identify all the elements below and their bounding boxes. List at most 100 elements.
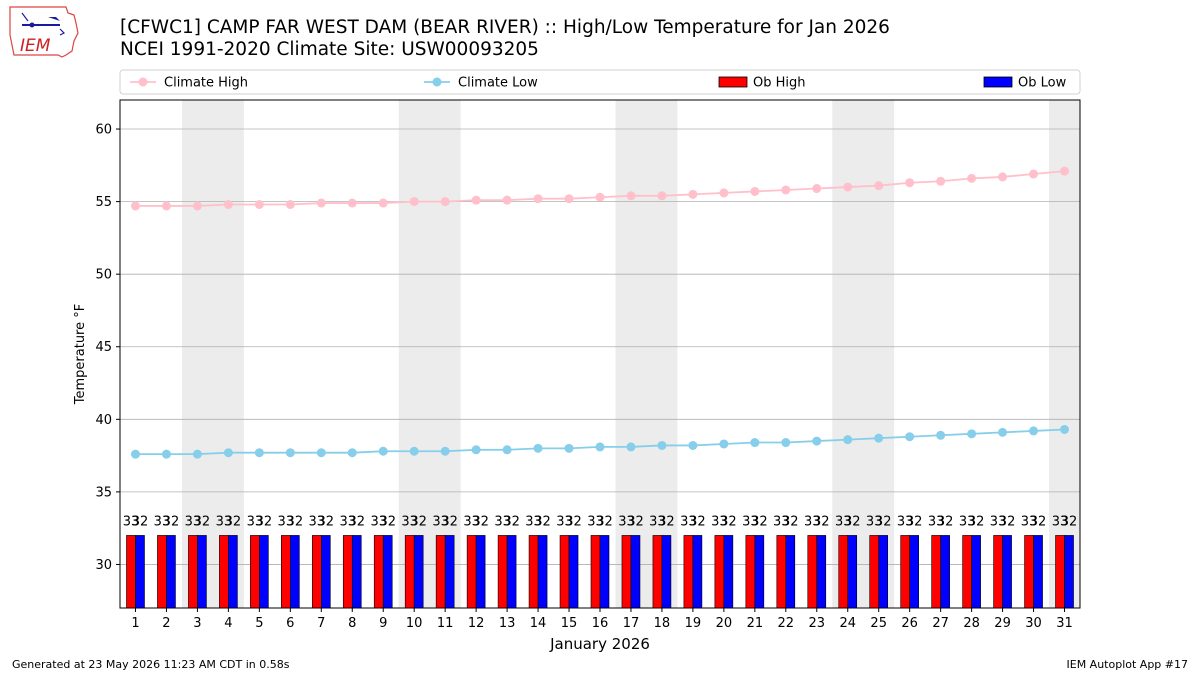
weekend-shading	[181, 100, 1080, 608]
climate-low-point	[595, 442, 605, 452]
chart-title-block: [CFWC1] CAMP FAR WEST DAM (BEAR RIVER) :…	[120, 17, 890, 61]
x-tick-label: 15	[561, 616, 578, 631]
ob-low-bar	[568, 535, 579, 609]
ob-low-label: 32	[937, 514, 954, 529]
climate-low-point	[378, 446, 388, 456]
ob-low-label: 32	[410, 514, 427, 529]
ob-low-label: 32	[225, 514, 242, 529]
climate-low-point	[936, 430, 946, 440]
legend: Climate High Climate Low Ob High Ob Low	[119, 69, 1081, 95]
ob-high-label: 33	[1052, 514, 1069, 529]
ob-low-bar	[537, 535, 548, 609]
ob-low-bar	[166, 535, 176, 609]
climate-low-point	[1060, 424, 1070, 434]
climate-low-point	[657, 440, 667, 450]
ob-high-bar	[311, 535, 322, 609]
ob-low-bar	[197, 535, 207, 609]
climate-high-point	[967, 173, 977, 183]
x-tick-label: 6	[286, 616, 294, 631]
weekend-shade	[832, 100, 895, 608]
x-tick-label: 17	[623, 616, 640, 631]
ob-low-bar	[754, 535, 765, 609]
ob-high-bar	[528, 535, 539, 609]
ob-high-label: 33	[154, 514, 171, 529]
climate-low-point	[998, 427, 1008, 437]
climate-high-point	[626, 191, 636, 201]
ob-low-bar	[320, 535, 331, 609]
ob-high-label: 33	[309, 514, 326, 529]
x-tick-label: 10	[406, 616, 423, 631]
x-axis-label: January 2026	[549, 635, 650, 653]
ob-low-bar	[692, 535, 703, 609]
climate-high-point	[192, 201, 202, 211]
ob-high-bar	[962, 535, 972, 609]
ob-high-bar	[590, 535, 601, 609]
ob-low-bar	[259, 535, 269, 609]
ob-low-label: 32	[163, 514, 180, 529]
climate-low-point	[440, 446, 450, 456]
ob-high-label: 33	[556, 514, 573, 529]
ob-high-bar	[126, 535, 136, 609]
ob-high-bar	[931, 535, 941, 609]
legend-swatch	[983, 76, 1013, 88]
x-tick-label: 18	[654, 616, 671, 631]
legend-box	[119, 69, 1081, 95]
climate-low-point	[533, 443, 543, 453]
ob-high-bar	[342, 535, 353, 609]
app-note: IEM Autoplot App #17	[1066, 658, 1189, 671]
ob-high-label: 33	[1021, 514, 1038, 529]
ob-low-label: 32	[256, 514, 273, 529]
legend-marker	[138, 77, 148, 87]
x-tick-label: 28	[963, 616, 980, 631]
ob-high-label: 33	[649, 514, 666, 529]
climate-high-point	[750, 186, 760, 196]
climate-low-point	[843, 435, 853, 445]
x-tick-label: 24	[839, 616, 856, 631]
climate-high-point	[378, 198, 388, 208]
chart-subtitle: NCEI 1991-2020 Climate Site: USW00093205	[120, 39, 539, 60]
ob-low-bar	[599, 535, 610, 609]
climate-high-point	[843, 182, 853, 192]
climate-low-point	[626, 442, 636, 452]
legend-label: Ob High	[753, 76, 806, 91]
legend-marker	[432, 77, 442, 87]
ob-low-label: 32	[689, 514, 706, 529]
ob-low-bar	[723, 535, 734, 609]
weekend-shade	[398, 100, 461, 608]
ob-high-label: 33	[680, 514, 697, 529]
plot-frame	[119, 99, 1081, 609]
climate-low-point	[130, 449, 140, 459]
ob-low-label: 32	[379, 514, 396, 529]
climate-high-point	[502, 195, 512, 205]
ob-low-bar	[506, 535, 517, 609]
ob-low-label: 32	[627, 514, 644, 529]
climate-high-point	[781, 185, 791, 195]
ob-low-label: 32	[782, 514, 799, 529]
ob-high-label: 33	[401, 514, 418, 529]
ob-low-bar	[1064, 535, 1074, 609]
ob-high-bar	[1024, 535, 1034, 609]
ob-high-bar	[652, 535, 663, 609]
ob-high-bar	[559, 535, 570, 609]
ob-high-label: 33	[216, 514, 233, 529]
ob-low-label: 32	[534, 514, 551, 529]
ob-high-label: 33	[773, 514, 790, 529]
climate-low-point	[223, 448, 233, 458]
ob-low-bar	[1002, 535, 1012, 609]
ob-high-label: 33	[339, 514, 356, 529]
ob-high-bar	[1055, 535, 1065, 609]
climate-high-point	[254, 200, 264, 210]
ob-high-bar	[281, 535, 291, 609]
x-tick-label: 3	[193, 616, 201, 631]
chart-title: [CFWC1] CAMP FAR WEST DAM (BEAR RIVER) :…	[120, 17, 890, 38]
x-tick-label: 11	[437, 616, 454, 631]
ob-high-label: 33	[990, 514, 1007, 529]
climate-low-point	[192, 449, 202, 459]
ob-low-label: 32	[348, 514, 365, 529]
climate-high-point	[812, 184, 822, 194]
ob-high-label: 33	[897, 514, 914, 529]
ob-low-bar	[940, 535, 950, 609]
climate-high-point	[657, 191, 667, 201]
ob-low-bar	[382, 535, 393, 609]
x-tick-label: 25	[870, 616, 887, 631]
